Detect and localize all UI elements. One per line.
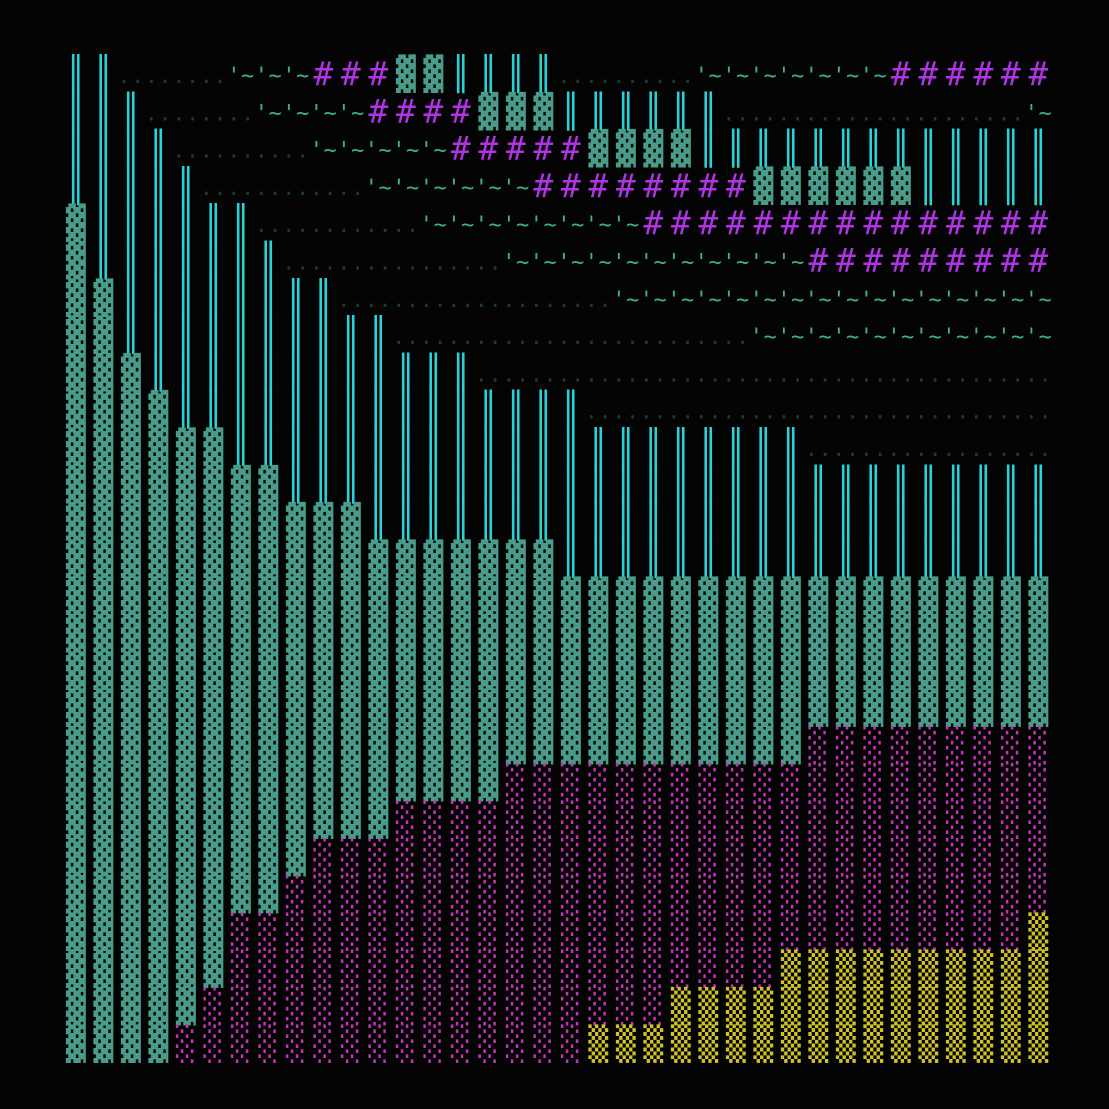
glyph-run: ###############	[643, 203, 1048, 242]
glyph-run: '~'~'~'~'~'~'~'~'~'~'~'~'~'~'~'~	[612, 288, 1052, 313]
glyph-run: ..................	[805, 437, 1052, 462]
glyph-run: '~'~'~'~	[255, 101, 365, 126]
glyph-run: ║║║║║║║║║║║║║║║║║║║║║	[231, 427, 801, 467]
glyph-run: ............	[255, 213, 420, 238]
glyph-run: ......................	[722, 101, 1024, 126]
glyph-run: '~'~'~'~'~'~	[365, 176, 530, 201]
glyph-run: ║║║║║	[918, 166, 1048, 206]
glyph-run: ..........	[557, 64, 694, 89]
glyph-run: ║║║║║║║	[93, 241, 278, 281]
glyph-run: #########	[808, 241, 1048, 280]
glyph-run: ║║║	[66, 91, 141, 131]
glyph-run: ............	[200, 176, 365, 201]
glyph-run: ▒	[1028, 912, 1048, 951]
glyph-run: ░░░░░░░░░	[808, 725, 1048, 764]
glyph-run: ▓	[66, 203, 86, 242]
glyph-run: '~'~'~'~'~'~'~'~	[420, 213, 640, 238]
glyph-run: ▓▓▓▓▓▓▓▓▓	[66, 837, 306, 876]
glyph-run: '~'~'~'~'~'~'~'~'~'~'~	[502, 251, 804, 276]
glyph-run: ..........................	[392, 325, 749, 350]
glyph-run: ▓▓▓▓▓	[66, 987, 196, 1026]
glyph-run: ║║║║║║║║║║║║║║║║║║║║║║║║║	[368, 502, 1048, 542]
glyph-run: '~'~'~	[227, 64, 309, 89]
glyph-run: ░░░░░░░░░░░░░░░░░░░░░░░░░░░░░	[231, 912, 1021, 951]
glyph-run: '~'~'~'~'~	[310, 139, 447, 164]
glyph-run: ###	[313, 54, 388, 93]
glyph-run: ..........	[172, 139, 309, 164]
glyph-run: ....................	[337, 288, 612, 313]
glyph-run: ........	[145, 101, 255, 126]
glyph-run: #####	[451, 129, 581, 168]
glyph-run: ........................................…	[475, 362, 1052, 387]
glyph-run: ▒▒▒▒▒▒▒▒▒▒▒▒▒▒▒▒▒	[588, 1024, 1048, 1063]
glyph-run: ..................................	[585, 400, 1052, 425]
glyph-run: ░░░░░░░░░░░░░░░░░░░░░░░░░░░	[313, 837, 1048, 876]
glyph-run: '~	[1025, 101, 1052, 126]
glyph-run: ........	[117, 64, 227, 89]
glyph-run: ▓▓▓▓▓▓▓▓▓▓▓▓▓▓▓▓▓▓▓▓▓▓▓▓▓▓▓	[66, 725, 801, 764]
glyph-run: ▓▓▓	[478, 91, 553, 130]
glyph-run: '~'~'~'~'~'~'~	[695, 64, 887, 89]
glyph-run: ▓▓▓▓▓▓▓▓▓▓▓	[66, 502, 361, 541]
glyph-run: ▓	[66, 241, 86, 280]
glyph-run: ▓▓▓	[66, 352, 141, 391]
glyph-run: ║║║║║║║║║║║║║	[698, 129, 1048, 169]
glyph-run: ................	[282, 251, 502, 276]
glyph-run: '~'~'~'~'~'~'~'~'~'~'~	[750, 325, 1052, 350]
glyph-run: ║║║║║	[66, 166, 196, 206]
glyph-run: ░░░░░░░░░░░░░░░░░	[203, 987, 663, 1026]
glyph-run: ║║║║║║║║║║║║║║║	[176, 390, 581, 430]
glyph-run: ░░░░░░░░░░░░░░░	[176, 1024, 581, 1063]
